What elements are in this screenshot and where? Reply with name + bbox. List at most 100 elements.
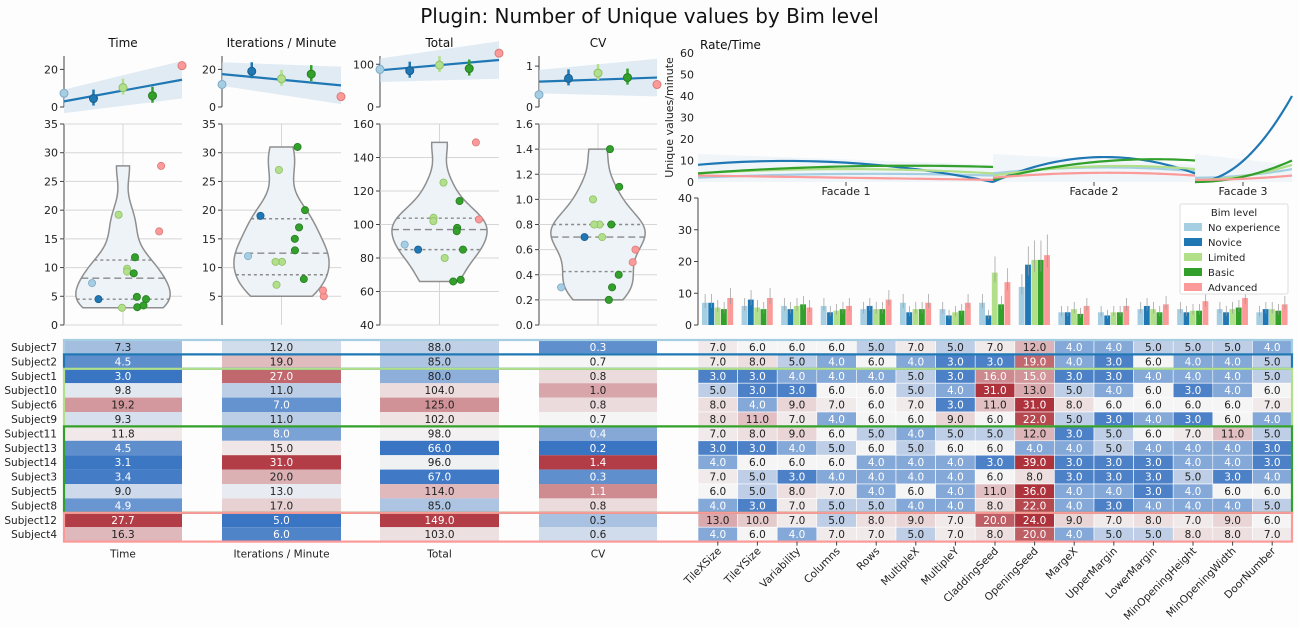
y-tick-label: 40: [678, 192, 692, 205]
metric-cell-value: 16.3: [111, 529, 134, 541]
data-point: [588, 195, 597, 204]
param-cell-value: 5.0: [1264, 500, 1281, 512]
metric-cell: [380, 527, 499, 542]
data-point: [580, 233, 589, 242]
param-cell-value: 6.0: [828, 385, 845, 397]
param-cell-value: 4.0: [1224, 356, 1241, 368]
rate-time-panel: Rate/Time 0 10 20 30 40 50 60 Unique values/minu…: [663, 38, 1293, 198]
param-cell-value: 5.0: [709, 385, 726, 397]
y-tick-label: 20: [44, 204, 58, 217]
metric-cell-value: 6.0: [273, 529, 290, 541]
param-cell-value: 8.0: [749, 356, 766, 368]
metric-cell: [64, 455, 182, 470]
bar: [1018, 286, 1025, 325]
bar: [964, 302, 971, 325]
metric-cell-value: 19.2: [111, 400, 134, 412]
param-cell-value: 6.0: [1145, 356, 1162, 368]
metric-cell: [222, 484, 341, 499]
panel-title: Iterations / Minute: [227, 36, 337, 50]
metric-cell-value: 102.0: [424, 414, 454, 426]
param-cell-value: 4.0: [1066, 342, 1083, 354]
param-cell-value: 4.0: [1224, 443, 1241, 455]
series-line: [697, 159, 994, 184]
y-tick-label: 0: [51, 101, 58, 114]
mean-point: [277, 74, 286, 84]
data-point: [299, 275, 308, 284]
param-cell-value: 12.0: [1023, 342, 1046, 354]
param-cell-value: 6.0: [1145, 428, 1162, 440]
data-point: [452, 227, 461, 236]
violin-body: [75, 165, 171, 309]
param-cell-value: 8.0: [1185, 529, 1202, 541]
metric-cell-value: 7.3: [115, 342, 132, 354]
data-point: [414, 245, 423, 254]
param-cell-value: 7.0: [1264, 400, 1281, 412]
metric-cell: [539, 426, 657, 441]
param-cell-value: 6.0: [749, 529, 766, 541]
bar: [806, 307, 813, 325]
param-cell-value: 3.0: [1264, 443, 1281, 455]
column-label: CV: [591, 549, 606, 561]
metric-cell: [539, 412, 657, 427]
metric-cell-value: 11.8: [111, 428, 134, 440]
row-label: Subject12: [4, 515, 57, 527]
scatter-panel-2: 0 100: [353, 41, 504, 114]
metric-cell: [222, 455, 341, 470]
param-cell-value: 8.0: [868, 515, 885, 527]
row-label: Subject4: [11, 529, 57, 541]
param-cell-value: 5.0: [1264, 371, 1281, 383]
metric-cell: [539, 383, 657, 398]
param-cell-value: 5.0: [1066, 385, 1083, 397]
param-cell-value: 5.0: [868, 500, 885, 512]
param-cell-value: 3.0: [1145, 457, 1162, 469]
legend-swatch: [1184, 283, 1202, 291]
param-cell-value: 3.0: [749, 371, 766, 383]
bar: [1262, 309, 1269, 325]
y-tick-label: 1.6: [516, 118, 534, 131]
metric-cell-value: 9.8: [115, 385, 132, 397]
metric-cell: [222, 527, 341, 542]
y-tick-label: 20: [202, 63, 216, 76]
param-cell-value: 4.0: [1066, 443, 1083, 455]
bar: [1242, 298, 1248, 325]
metric-cell: [222, 368, 341, 384]
y-tick-label: 5: [209, 290, 216, 303]
column-label: TileXSize: [681, 545, 724, 588]
param-cell-value: 11.0: [746, 414, 769, 426]
metric-cell-value: 11.0: [270, 414, 293, 426]
panel-title: Time: [107, 36, 137, 50]
data-point: [155, 227, 164, 236]
data-point: [157, 161, 166, 170]
column-label: Rows: [855, 545, 883, 573]
metric-cell: [64, 469, 182, 484]
metric-cell-value: 103.0: [424, 529, 454, 541]
param-cell-value: 3.0: [789, 472, 806, 484]
metric-cell: [64, 397, 182, 412]
metric-cell: [539, 527, 657, 542]
param-cell-value: 6.0: [987, 472, 1004, 484]
scatter-panel-3: 01: [526, 56, 662, 114]
data-point: [439, 178, 448, 187]
param-cell-value: 3.0: [947, 356, 964, 368]
bar: [1031, 259, 1038, 325]
metric-cell: [64, 368, 182, 384]
y-tick-label: 0: [687, 176, 694, 189]
data-point: [605, 145, 614, 154]
data-point: [295, 223, 304, 232]
data-point: [456, 275, 465, 284]
page-title: Plugin: Number of Unique values by Bim l…: [420, 4, 879, 28]
violin-panel-3: 0.0 0.2 0.4 0.6 0.8 1.0 1.2 1.4 1.6: [516, 118, 657, 332]
metric-cell: [64, 426, 182, 441]
metric-cell: [222, 426, 341, 441]
param-cell-value: 7.0: [947, 529, 964, 541]
bar: [1110, 312, 1117, 325]
metric-cell: [380, 498, 499, 513]
y-tick-label: 1.4: [516, 143, 534, 156]
mean-point: [652, 80, 662, 90]
y-tick-label: 0.0: [516, 319, 534, 332]
y-tick-label: 80: [360, 252, 374, 265]
param-cell-value: 20.0: [983, 515, 1006, 527]
param-cell-value: 4.0: [709, 457, 726, 469]
data-point: [628, 258, 637, 267]
data-point: [94, 295, 103, 304]
